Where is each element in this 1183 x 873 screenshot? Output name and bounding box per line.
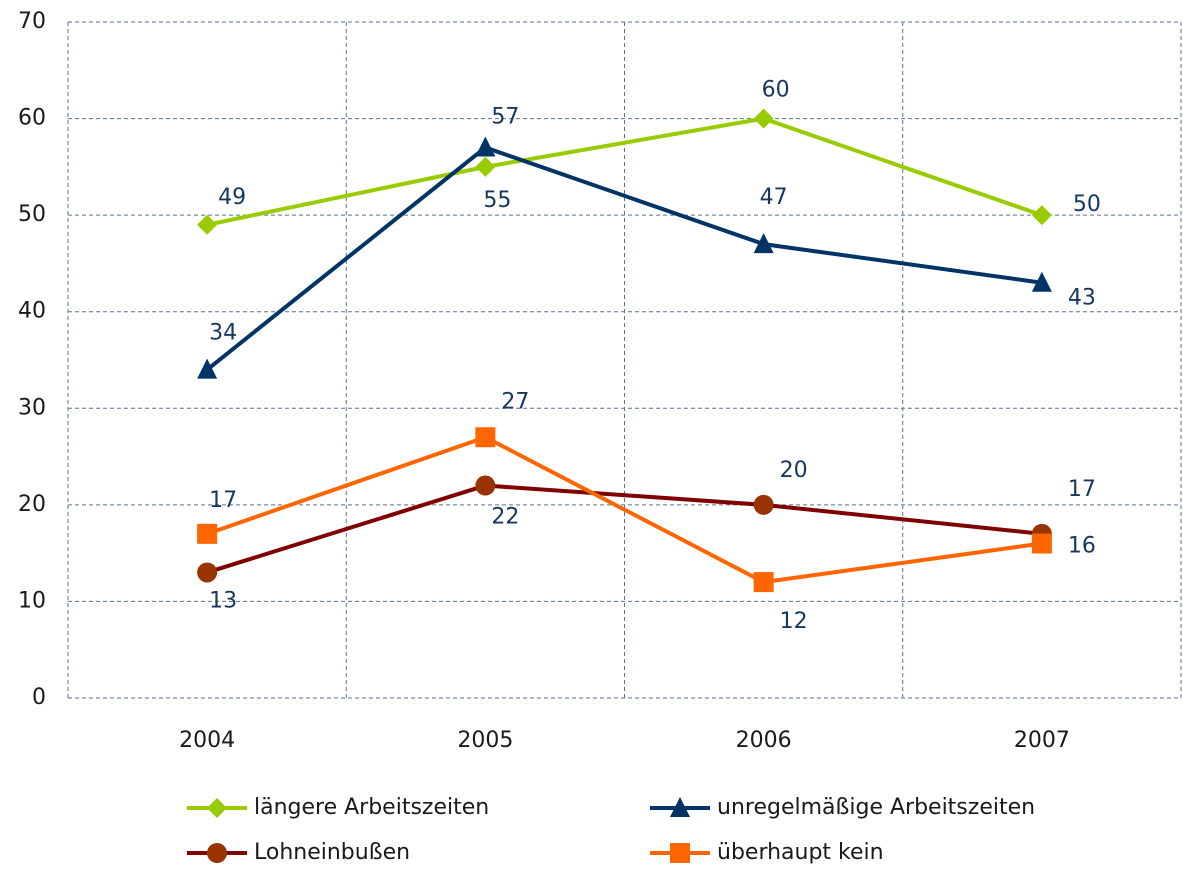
data-label: 17	[209, 488, 237, 513]
data-label: 16	[1068, 533, 1096, 558]
data-point	[197, 358, 218, 379]
data-label: 34	[209, 321, 237, 346]
data-point	[753, 494, 774, 515]
legend-label: überhaupt kein	[717, 840, 884, 865]
data-label: 49	[218, 185, 246, 210]
y-tick-label: 30	[18, 395, 46, 420]
data-label: 55	[483, 188, 511, 213]
data-label: 60	[762, 78, 790, 103]
data-label: 20	[780, 458, 808, 483]
data-point	[753, 233, 774, 254]
data-label: 47	[760, 185, 788, 210]
legend-label: unregelmäßige Arbeitszeiten	[717, 795, 1035, 820]
data-point	[475, 156, 496, 177]
series-line	[206, 116, 1043, 227]
data-point	[1031, 271, 1052, 292]
series-line	[206, 435, 1043, 585]
legend-marker	[670, 797, 690, 817]
x-tick-label: 2004	[179, 728, 235, 753]
data-point	[1031, 533, 1052, 554]
data-point	[753, 108, 774, 129]
legend-marker	[207, 798, 227, 818]
y-tick-label: 10	[18, 588, 46, 613]
data-point	[197, 562, 218, 583]
data-label: 22	[491, 505, 519, 530]
data-point	[753, 572, 774, 593]
data-point	[475, 475, 496, 496]
y-tick-label: 50	[18, 202, 46, 227]
data-label: 57	[491, 105, 519, 130]
legend-label: längere Arbeitszeiten	[254, 795, 489, 820]
data-label: 13	[209, 588, 237, 613]
series-line	[205, 145, 1043, 372]
data-label: 12	[780, 609, 808, 634]
data-point	[475, 427, 496, 448]
x-tick-label: 2005	[457, 728, 513, 753]
data-point	[1031, 205, 1052, 226]
data-point	[475, 136, 496, 157]
series-line	[206, 483, 1043, 575]
data-label: 27	[501, 389, 529, 414]
x-tick-label: 2006	[736, 728, 792, 753]
y-tick-label: 70	[18, 9, 46, 34]
legend-label: Lohneinbußen	[254, 840, 410, 865]
legend-marker	[207, 843, 227, 863]
x-tick-label: 2007	[1014, 728, 1070, 753]
data-label: 43	[1068, 286, 1096, 311]
y-tick-label: 0	[32, 685, 46, 710]
y-tick-label: 40	[18, 299, 46, 324]
data-point	[197, 523, 218, 544]
legend-marker	[670, 843, 690, 863]
data-label: 50	[1073, 192, 1101, 217]
y-tick-label: 60	[18, 106, 46, 131]
data-label: 17	[1068, 477, 1096, 502]
y-tick-label: 20	[18, 492, 46, 517]
data-point	[197, 214, 218, 235]
